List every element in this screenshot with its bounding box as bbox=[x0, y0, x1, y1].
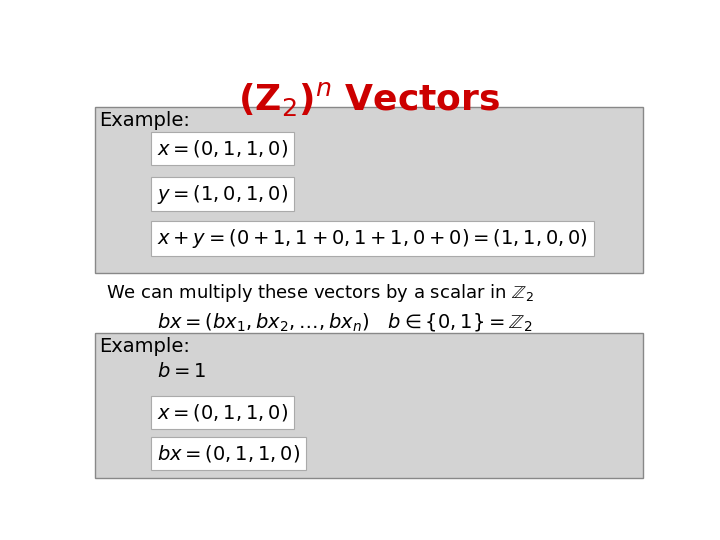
Text: (Z$_2$)$^n$ Vectors: (Z$_2$)$^n$ Vectors bbox=[238, 80, 500, 118]
Text: $bx = (bx_1, bx_2, \ldots, bx_n) \quad b \in \{0,1\} = \mathbb{Z}_2$: $bx = (bx_1, bx_2, \ldots, bx_n) \quad b… bbox=[157, 311, 533, 333]
FancyBboxPatch shape bbox=[95, 333, 643, 477]
Text: Example:: Example: bbox=[99, 336, 189, 356]
Text: $b = 1$: $b = 1$ bbox=[157, 362, 206, 381]
FancyBboxPatch shape bbox=[95, 107, 643, 273]
Text: $y = (1, 0, 1, 0)$: $y = (1, 0, 1, 0)$ bbox=[157, 183, 289, 206]
Text: $x = (0, 1, 1, 0)$: $x = (0, 1, 1, 0)$ bbox=[157, 402, 289, 423]
Text: $x = (0, 1, 1, 0)$: $x = (0, 1, 1, 0)$ bbox=[157, 138, 289, 159]
Text: We can multiply these vectors by a scalar in $\mathbb{Z}_2$: We can multiply these vectors by a scala… bbox=[106, 282, 534, 304]
Text: $bx = (0, 1, 1, 0)$: $bx = (0, 1, 1, 0)$ bbox=[157, 443, 300, 464]
Text: Example:: Example: bbox=[99, 111, 189, 130]
Text: $x + y = (0+1, 1+0, 1+1, 0+0) = (1, 1, 0, 0)$: $x + y = (0+1, 1+0, 1+1, 0+0) = (1, 1, 0… bbox=[157, 227, 588, 250]
